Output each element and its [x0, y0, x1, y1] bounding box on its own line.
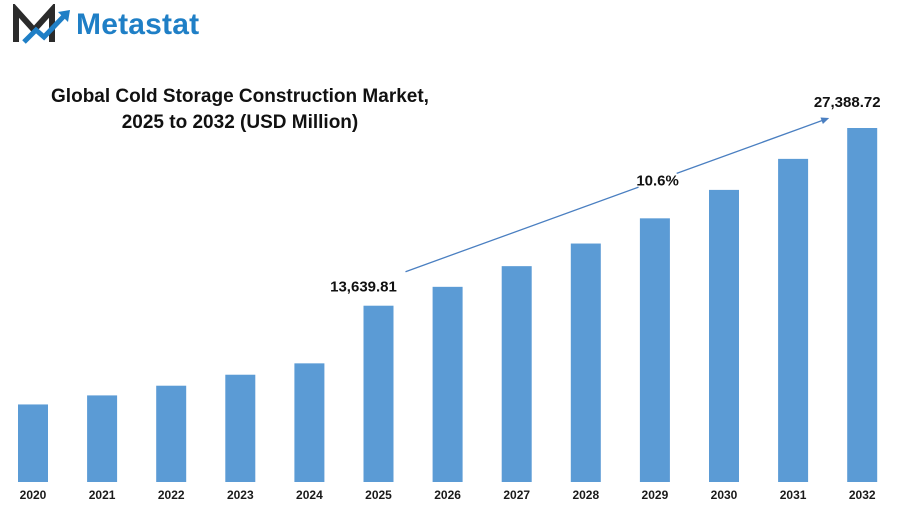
brand-logo: Metastat	[12, 4, 199, 46]
start-value-label: 13,639.81	[330, 279, 397, 296]
bar-2020	[18, 404, 48, 482]
bars-group	[18, 128, 878, 482]
bar-2032	[847, 128, 878, 482]
x-tick-2025: 2025	[365, 488, 392, 502]
cagr-label: 10.6%	[636, 172, 679, 189]
growth-arrow-line-2	[676, 119, 824, 174]
x-tick-2026: 2026	[434, 488, 461, 502]
annotations-group: 13,639.81 27,388.72 10.6%	[330, 94, 880, 296]
x-axis-ticks: 2020 2021 2022 2023 2024 2025 2026 2027 2028 2029…	[20, 488, 876, 502]
bar-2023	[225, 374, 256, 482]
metastat-logo-icon	[13, 4, 70, 44]
chart-title: Global Cold Storage Construction Market,…	[20, 84, 460, 136]
bar-2030	[709, 189, 739, 482]
x-tick-2020: 2020	[20, 488, 47, 502]
x-tick-2027: 2027	[503, 488, 530, 502]
x-tick-2029: 2029	[642, 488, 669, 502]
bar-2025	[363, 305, 394, 482]
bar-2022	[156, 385, 187, 482]
chart-title-line-2: 2025 to 2032 (USD Million)	[121, 112, 359, 133]
bar-2027	[501, 266, 532, 482]
bar-2026	[432, 286, 463, 482]
x-tick-2022: 2022	[158, 488, 185, 502]
bar-2024	[294, 363, 325, 482]
brand-name: Metastat	[76, 8, 200, 41]
chart-title-line-1: Global Cold Storage Construction Market,	[51, 86, 429, 107]
bar-2031	[778, 158, 809, 482]
growth-arrow-line-1	[405, 186, 639, 273]
bar-2028	[570, 243, 601, 482]
x-tick-2024: 2024	[296, 488, 323, 502]
x-tick-2032: 2032	[849, 488, 876, 502]
bar-2021	[87, 395, 118, 482]
x-tick-2021: 2021	[89, 488, 116, 502]
x-tick-2023: 2023	[227, 488, 254, 502]
x-tick-2028: 2028	[572, 488, 599, 502]
growth-arrow-head	[820, 117, 830, 125]
x-tick-2030: 2030	[711, 488, 738, 502]
x-tick-2031: 2031	[780, 488, 807, 502]
end-value-label: 27,388.72	[814, 94, 881, 111]
bar-2029	[639, 218, 670, 482]
